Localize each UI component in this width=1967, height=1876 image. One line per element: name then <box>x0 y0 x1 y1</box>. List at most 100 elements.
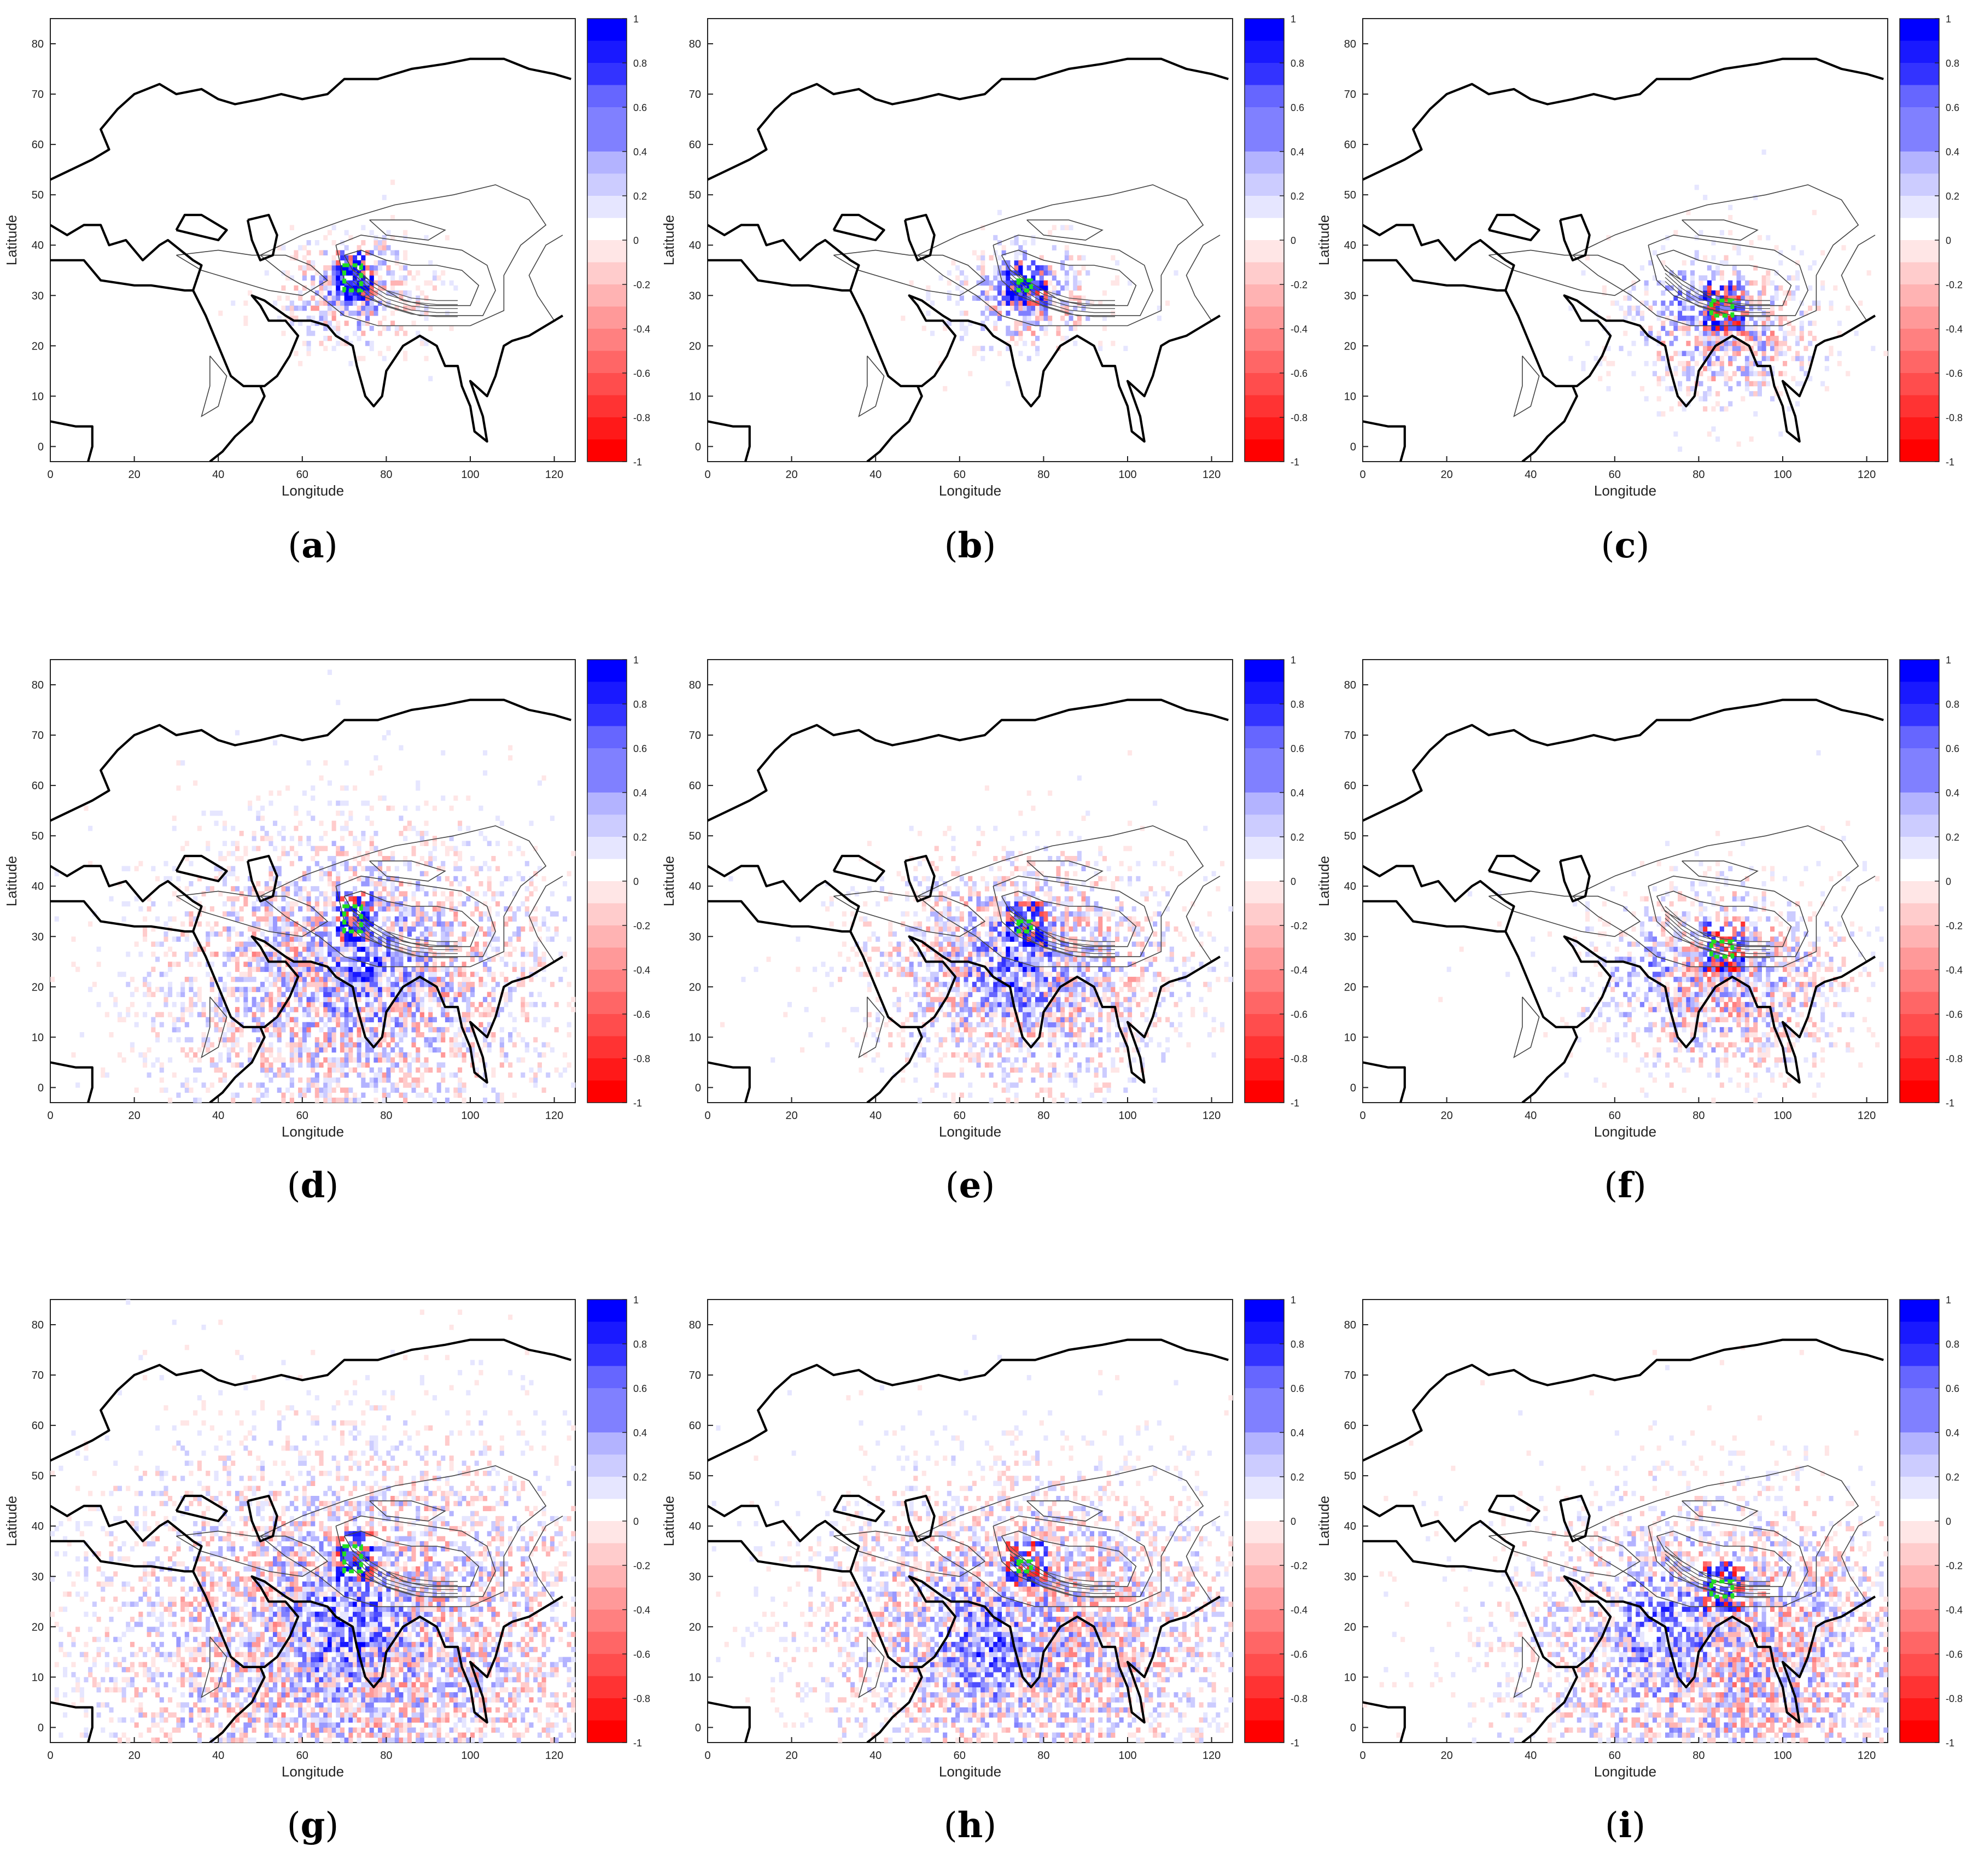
heatmap-cell <box>1744 310 1749 316</box>
heatmap-cell <box>399 1007 404 1012</box>
heatmap-cell <box>1056 325 1061 331</box>
heatmap-cell <box>1741 316 1746 321</box>
heatmap-cell <box>458 1052 463 1058</box>
heatmap-cell <box>348 1017 353 1023</box>
heatmap-cell <box>327 265 332 271</box>
heatmap-cell <box>487 971 492 977</box>
heatmap-cell <box>344 1032 349 1038</box>
heatmap-cell <box>478 881 483 887</box>
heatmap-cell <box>541 1052 546 1058</box>
heatmap-cell <box>921 856 926 861</box>
heatmap-cell <box>340 1007 345 1012</box>
heatmap-cell <box>357 275 361 281</box>
heatmap-cell <box>1808 356 1813 362</box>
heatmap-cell <box>1048 265 1053 271</box>
heatmap-cell <box>369 820 374 826</box>
heatmap-cell <box>1001 1007 1006 1012</box>
heatmap-cell <box>348 976 353 982</box>
heatmap-cell <box>252 1017 256 1023</box>
heatmap-cell <box>411 951 416 957</box>
heatmap-cell <box>997 866 1002 871</box>
colorbar-step <box>587 152 627 174</box>
heatmap-cell <box>955 891 960 896</box>
heatmap-cell <box>918 861 923 866</box>
heatmap-cell <box>416 906 421 912</box>
heatmap-cell <box>403 896 408 902</box>
colorbar-step <box>1245 129 1284 152</box>
heatmap-cell <box>972 911 977 917</box>
heatmap-cell <box>905 966 910 972</box>
heatmap-cell <box>980 1017 985 1023</box>
heatmap-cell <box>955 966 960 972</box>
heatmap-cell <box>1732 321 1737 326</box>
heatmap-cell <box>959 1092 964 1098</box>
heatmap-cell <box>285 1017 290 1023</box>
heatmap-cell <box>495 1012 500 1017</box>
heatmap-cell <box>344 966 349 972</box>
heatmap-cell <box>487 992 492 998</box>
heatmap-cell <box>1799 250 1804 255</box>
heatmap-cell <box>453 285 458 291</box>
heatmap-cell <box>1006 381 1011 387</box>
heatmap-cell <box>209 931 214 937</box>
heatmap-cell <box>369 951 374 957</box>
heatmap-cell <box>968 1042 973 1048</box>
heatmap-cell <box>386 325 391 331</box>
heatmap-cell <box>1023 285 1028 291</box>
heatmap-cell <box>306 876 311 882</box>
heatmap-cell <box>896 997 901 1003</box>
heatmap-cell <box>294 305 299 311</box>
heatmap-cell <box>201 1042 206 1048</box>
heatmap-cell <box>311 280 316 286</box>
heatmap-cell <box>1678 360 1683 366</box>
heatmap-cell <box>416 805 421 811</box>
heatmap-cell <box>231 1062 236 1068</box>
heatmap-cell <box>1039 285 1044 291</box>
heatmap-cell <box>1006 1072 1011 1078</box>
heatmap-cell <box>399 745 404 751</box>
heatmap-cell <box>353 931 358 937</box>
heatmap-cell <box>331 866 336 871</box>
heatmap-cell <box>458 982 463 987</box>
heatmap-cell <box>913 1042 918 1048</box>
heatmap-cell <box>1018 285 1023 291</box>
heatmap-cell <box>892 946 897 952</box>
heatmap-cell <box>390 856 395 861</box>
heatmap-cell <box>314 966 319 972</box>
heatmap-cell <box>390 1037 395 1042</box>
heatmap-cell <box>336 300 341 306</box>
heatmap-cell <box>353 966 358 972</box>
heatmap-cell <box>1023 325 1028 331</box>
heatmap-cell <box>1698 381 1703 387</box>
heatmap-cell <box>340 1042 345 1048</box>
heatmap-cell <box>306 240 311 246</box>
heatmap-cell <box>419 831 424 836</box>
heatmap-cell <box>319 250 324 255</box>
heatmap-cell <box>1795 381 1800 387</box>
heatmap-cell <box>1757 341 1762 346</box>
heatmap-cell <box>285 976 290 982</box>
heatmap-cell <box>302 1007 307 1012</box>
heatmap-cell <box>289 901 294 907</box>
heatmap-cell <box>306 866 311 871</box>
heatmap-cell <box>1741 330 1746 336</box>
heatmap-cell <box>336 341 341 346</box>
heatmap-cell <box>323 285 328 291</box>
heatmap-cell <box>930 997 935 1003</box>
heatmap-cell <box>1039 270 1044 276</box>
heatmap-cell <box>319 1062 324 1068</box>
terrain-contour <box>259 184 547 327</box>
heatmap-cell <box>239 906 244 912</box>
heatmap-cell <box>340 811 345 816</box>
heatmap-cell <box>533 1017 538 1023</box>
heatmap-cell <box>269 946 273 952</box>
heatmap-cell <box>458 971 463 977</box>
x-tick-label: 80 <box>380 1110 392 1122</box>
heatmap-cell <box>340 1047 345 1053</box>
heatmap-cell <box>344 1062 349 1068</box>
heatmap-cell <box>138 951 143 957</box>
heatmap-cell <box>1018 290 1023 296</box>
heatmap-cell <box>348 1032 353 1038</box>
heatmap-cell <box>235 946 240 952</box>
heatmap-cell <box>1157 305 1161 311</box>
